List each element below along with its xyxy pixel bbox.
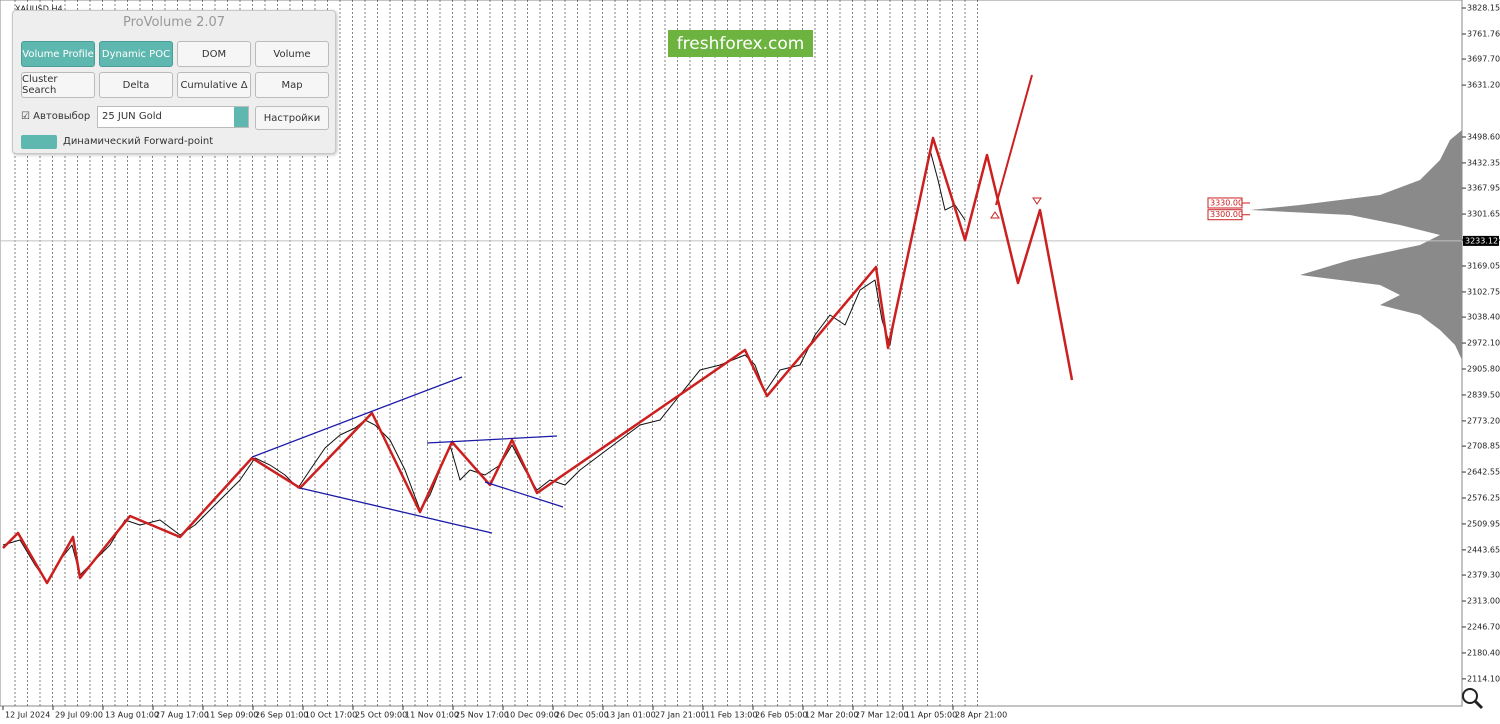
tool-button[interactable]: Dynamic POC (99, 41, 173, 67)
y-tick-label: 3432.35 (1467, 158, 1500, 167)
x-tick-label: 11 Apr 05:00 (905, 711, 957, 720)
x-tick-label: 28 Apr 21:00 (955, 711, 1007, 720)
x-tick-label: 13 Jan 01:00 (605, 711, 656, 720)
autoselect-label: Автовыбор (33, 111, 91, 122)
x-tick-label: 12 Mar 20:00 (805, 711, 858, 720)
x-tick-label: 11 Feb 13:00 (705, 711, 757, 720)
x-tick-label: 10 Dec 09:00 (505, 711, 559, 720)
level-label: 3300.00 (1210, 210, 1243, 219)
current-price-box (1463, 235, 1499, 246)
x-tick-label: 25 Oct 09:00 (355, 711, 407, 720)
settings-button[interactable]: Настройки (255, 106, 329, 130)
panel-title: ProVolume 2.07 (122, 15, 226, 30)
instrument-select[interactable]: 25 JUN Gold (97, 106, 249, 128)
level-label: 3330.00 (1210, 198, 1243, 207)
y-tick-label: 2773.20 (1467, 416, 1500, 425)
volume-profile (1250, 130, 1462, 360)
y-tick-label: 2972.10 (1467, 339, 1500, 348)
tool-button[interactable]: Volume (255, 41, 329, 67)
symbol-label: XAUUSD,H4 (15, 5, 63, 14)
y-tick-label: 2708.85 (1467, 442, 1500, 451)
y-tick-label: 3301.65 (1467, 210, 1500, 219)
y-tick-label: 3697.70 (1467, 55, 1500, 64)
watermark: freshforex.com (668, 30, 813, 57)
series-line (484, 481, 564, 508)
x-tick-label: 25 Nov 17:00 (455, 711, 509, 720)
tool-button[interactable]: Cluster Search (21, 72, 95, 98)
series-line (995, 74, 1033, 206)
series-line (2, 136, 1074, 585)
y-tick-label: 3631.20 (1467, 81, 1500, 90)
x-tick-label: 29 Jul 09:00 (55, 711, 103, 720)
forward-toggle[interactable] (21, 135, 57, 149)
y-tick-label: 2180.40 (1467, 648, 1500, 657)
y-tick-label: 2642.55 (1467, 468, 1500, 477)
level-box (1207, 209, 1243, 221)
x-tick-label: 27 Jan 21:00 (655, 711, 706, 720)
y-tick-label: 2114.10 (1467, 674, 1500, 683)
y-tick-label: 2905.80 (1467, 365, 1500, 374)
y-tick-label: 3038.40 (1467, 313, 1500, 322)
x-tick-label: 27 Mar 12:00 (855, 711, 908, 720)
y-tick-label: 2576.25 (1467, 493, 1500, 502)
level-box (1207, 197, 1243, 209)
x-tick-label: 26 Dec 05:00 (555, 711, 609, 720)
x-tick-label: 26 Sep 01:00 (255, 711, 308, 720)
y-tick-label: 3828.15 (1467, 4, 1500, 13)
tool-button[interactable]: DOM (177, 41, 251, 67)
series-line (251, 376, 463, 458)
forward-label: Динамический Forward-point (63, 136, 214, 147)
y-tick-label: 2443.65 (1467, 545, 1500, 554)
tool-button[interactable]: Volume Profile (21, 41, 95, 67)
y-tick-label: 2313.00 (1467, 597, 1500, 606)
y-tick-label: 2839.50 (1467, 390, 1500, 399)
tool-button[interactable]: Map (255, 72, 329, 98)
y-tick-label: 2379.30 (1467, 571, 1500, 580)
select-arrow (234, 107, 248, 127)
autoselect[interactable]: ☑ Автовыбор (21, 111, 91, 122)
y-tick-label: 3102.75 (1467, 287, 1500, 296)
y-tick-label: 2509.95 (1467, 519, 1500, 528)
arrow-down (1032, 197, 1042, 205)
tool-button[interactable]: Cumulative Δ (177, 72, 251, 98)
provolume-panel: ProVolume 2.07 Volume Profile Dynamic POC… (12, 10, 336, 154)
series-line (426, 435, 558, 444)
zoom-icon[interactable] (1462, 688, 1484, 710)
y-tick-label: 3169.05 (1467, 261, 1500, 270)
x-tick-label: 11 Sep 09:00 (205, 711, 258, 720)
series-line (299, 487, 493, 534)
tool-button[interactable]: Delta (99, 72, 173, 98)
x-tick-label: 27 Aug 17:00 (155, 711, 209, 720)
x-tick-label: 10 Oct 17:00 (305, 711, 357, 720)
x-tick-label: 26 Feb 05:00 (755, 711, 807, 720)
current-price-label: 3233.12 (1465, 236, 1498, 245)
y-tick-label: 3498.60 (1467, 132, 1500, 141)
instrument: 25 JUN Gold (102, 111, 162, 122)
y-tick-label: 2246.70 (1467, 622, 1500, 631)
x-tick-label: 13 Aug 01:00 (105, 711, 159, 720)
arrow-up (990, 211, 1000, 219)
y-tick-label: 3367.95 (1467, 184, 1500, 193)
x-tick-label: 12 Jul 2024 (5, 711, 50, 720)
y-tick-label: 3761.76 (1467, 29, 1500, 38)
x-tick-label: 11 Nov 01:00 (405, 711, 459, 720)
